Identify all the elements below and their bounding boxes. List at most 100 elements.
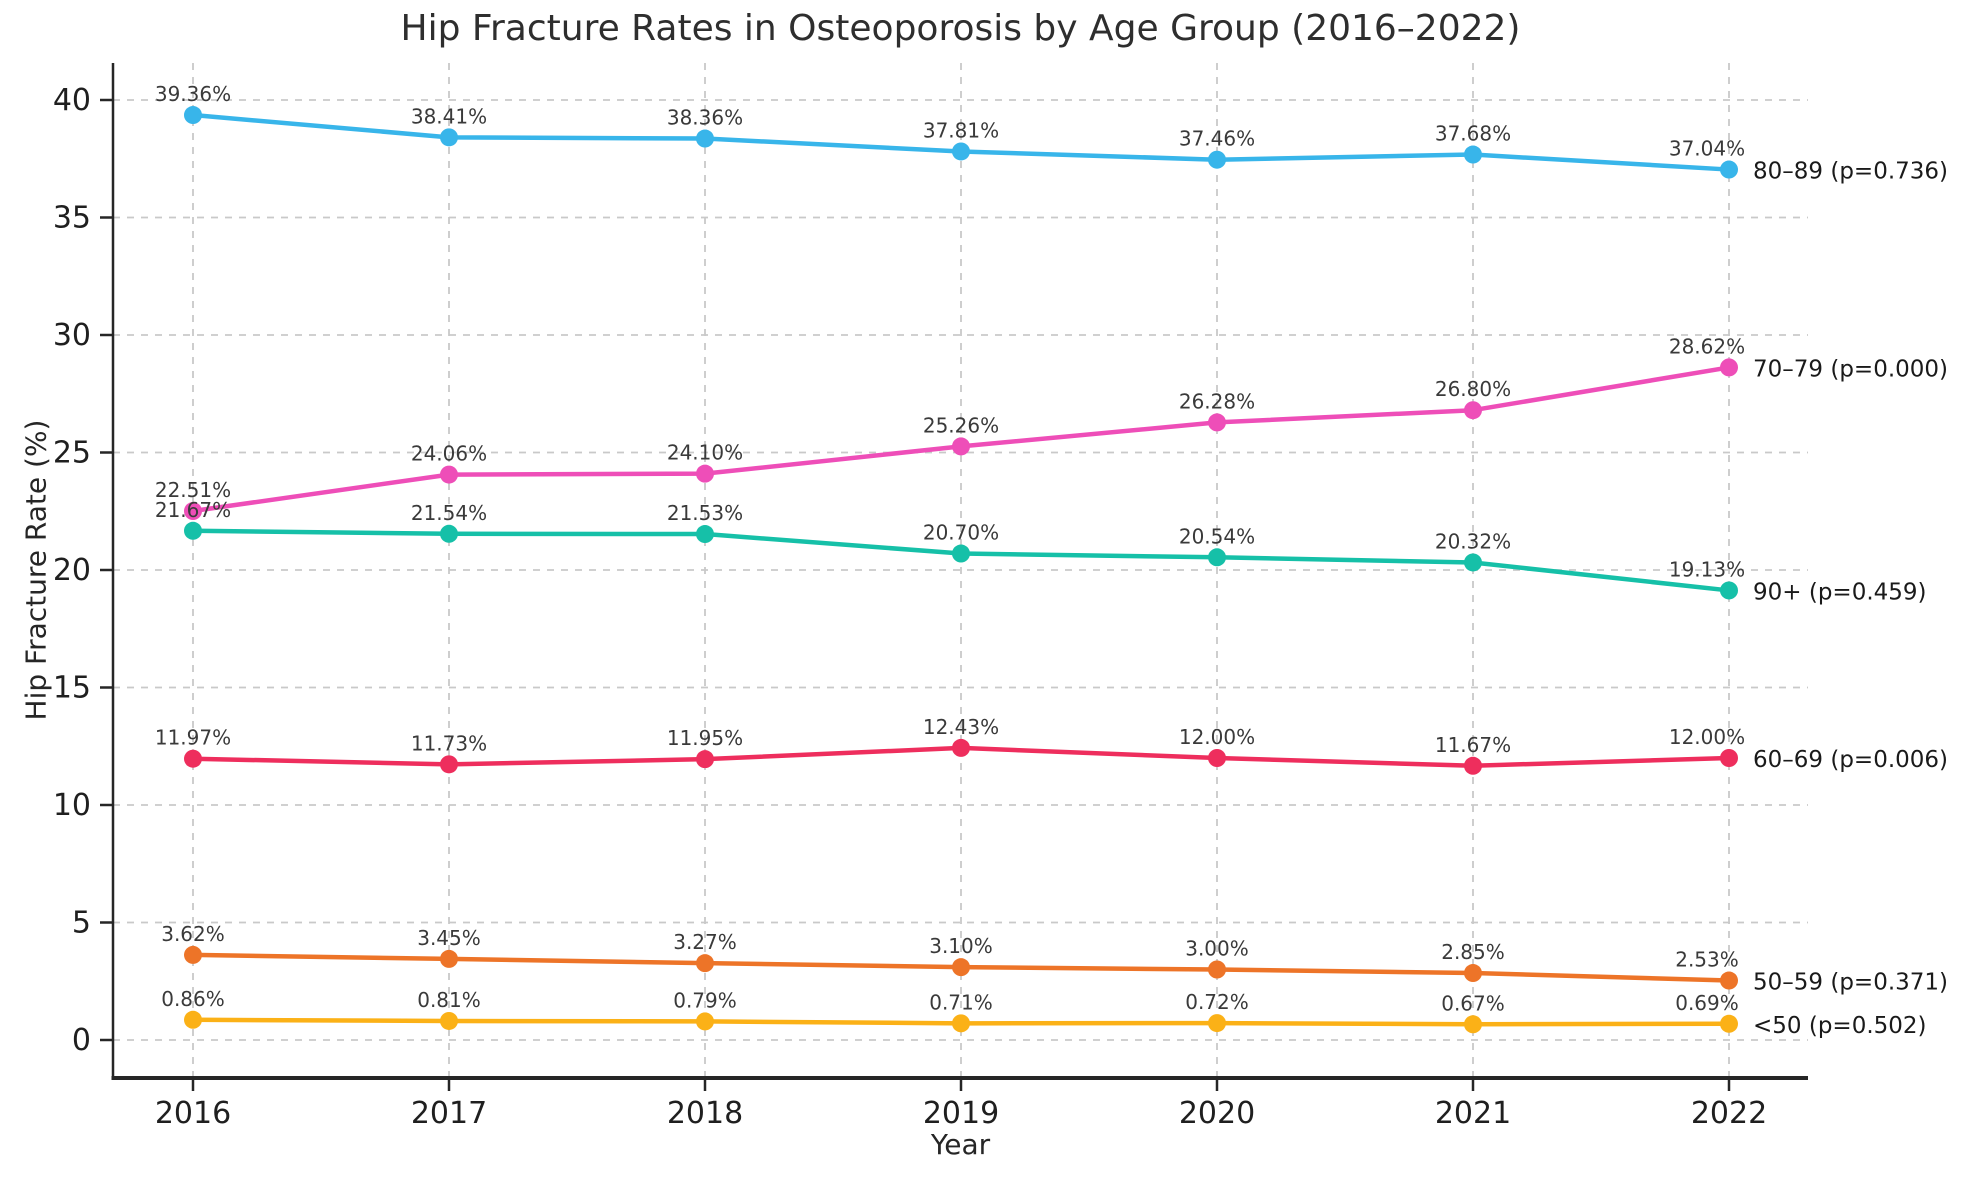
point-label: 26.80% xyxy=(1435,377,1511,401)
point-label: 3.62% xyxy=(161,922,225,946)
data-point xyxy=(1464,756,1482,775)
data-point xyxy=(1208,960,1226,979)
point-label: 25.26% xyxy=(923,413,999,437)
point-label: 19.13% xyxy=(1669,557,1745,581)
y-tick-label: 0 xyxy=(72,1023,91,1058)
y-tick-label: 20 xyxy=(53,553,91,588)
chart-title: Hip Fracture Rates in Osteoporosis by Ag… xyxy=(400,8,1521,49)
data-point xyxy=(1464,553,1482,572)
series-end-label: 50–59 (p=0.371) xyxy=(1753,970,1948,996)
point-label: 11.67% xyxy=(1435,733,1511,757)
point-label: 0.81% xyxy=(417,988,481,1012)
point-label: 37.81% xyxy=(923,118,999,142)
point-label: 12.00% xyxy=(1179,725,1255,749)
point-label: 11.95% xyxy=(667,726,743,750)
point-label: 37.46% xyxy=(1179,127,1255,151)
point-label: 24.10% xyxy=(667,441,743,465)
data-point xyxy=(440,465,458,484)
data-point xyxy=(696,750,714,769)
x-tick-label: 2019 xyxy=(923,1096,999,1131)
data-point xyxy=(184,1010,202,1029)
x-tick-label: 2016 xyxy=(155,1096,231,1131)
data-point xyxy=(440,949,458,968)
data-point xyxy=(1720,160,1738,179)
data-point xyxy=(1720,749,1738,767)
point-label: 37.04% xyxy=(1669,137,1745,161)
point-label: 38.36% xyxy=(667,106,743,130)
data-point xyxy=(696,525,714,544)
data-point xyxy=(1208,413,1226,432)
point-label: 3.10% xyxy=(929,934,993,958)
axes xyxy=(100,63,1808,1091)
point-label: 20.32% xyxy=(1435,529,1511,553)
data-point xyxy=(1464,1015,1482,1034)
data-point xyxy=(952,958,970,977)
point-label: 12.00% xyxy=(1669,725,1745,749)
data-point xyxy=(952,1014,970,1033)
point-label: 0.67% xyxy=(1441,991,1505,1015)
series-70–79: 22.51% 24.06% 24.10% 25.26% 26.28% 26.80% 28.6… xyxy=(155,334,1948,521)
data-point xyxy=(184,749,202,768)
data-point xyxy=(184,106,202,125)
x-tick-label: 2017 xyxy=(411,1096,487,1131)
series-80–89: 39.36% 38.41% 38.36% 37.81% 37.46% 37.68% 37.0… xyxy=(155,82,1948,185)
y-tick-label: 40 xyxy=(53,83,91,118)
data-point xyxy=(1208,1014,1226,1033)
point-label: 20.70% xyxy=(923,521,999,545)
data-point xyxy=(952,437,970,456)
point-label: 2.85% xyxy=(1441,940,1505,964)
point-label: 21.67% xyxy=(155,498,231,522)
data-point xyxy=(184,502,202,521)
data-point xyxy=(1720,581,1738,600)
point-label: 3.00% xyxy=(1185,937,1249,961)
gridlines xyxy=(113,63,1808,1078)
point-label: 37.68% xyxy=(1435,122,1511,146)
data-point xyxy=(440,755,458,774)
series-60–69: 11.97% 11.73% 11.95% 12.43% 12.00% 11.67% 12.0… xyxy=(155,715,1948,775)
data-point xyxy=(696,129,714,148)
data-point xyxy=(1208,150,1226,169)
point-label: 11.73% xyxy=(411,731,487,755)
data-point xyxy=(1720,358,1738,377)
x-tick-label: 2022 xyxy=(1691,1096,1767,1131)
data-point xyxy=(1464,964,1482,983)
series-end-label: 70–79 (p=0.000) xyxy=(1753,356,1948,382)
point-label: 0.71% xyxy=(929,990,993,1014)
data-point xyxy=(696,1012,714,1031)
data-point xyxy=(184,521,202,540)
x-tick-label: 2020 xyxy=(1179,1096,1255,1131)
data-point xyxy=(440,128,458,147)
series-end-label: 90+ (p=0.459) xyxy=(1753,579,1927,605)
y-tick-label: 15 xyxy=(53,671,91,706)
point-label: 3.27% xyxy=(673,930,737,954)
series-end-label: <50 (p=0.502) xyxy=(1753,1013,1927,1039)
point-label: 39.36% xyxy=(155,82,231,106)
point-label: 0.86% xyxy=(161,987,225,1011)
tick-labels: 0 5 10 15 20 25 30 35 40 2016 2017 2018 2019 2020 2021… xyxy=(53,83,1767,1131)
data-point xyxy=(696,954,714,973)
data-point xyxy=(1464,145,1482,164)
data-point xyxy=(952,544,970,563)
point-label: 3.45% xyxy=(417,926,481,950)
point-label: 21.54% xyxy=(411,501,487,525)
data-point xyxy=(440,524,458,543)
point-label: 11.97% xyxy=(155,726,231,750)
y-tick-label: 10 xyxy=(53,788,91,823)
point-label: 21.53% xyxy=(667,501,743,525)
series-90+: 21.67% 21.54% 21.53% 20.70% 20.54% 20.32% 19.1… xyxy=(155,498,1927,606)
x-axis-title: Year xyxy=(930,1128,991,1161)
y-tick-label: 35 xyxy=(53,201,91,236)
point-label: 26.28% xyxy=(1179,389,1255,413)
series-<50: 0.86% 0.81% 0.79% 0.71% 0.72% 0.67% 0.69% <50 (… xyxy=(161,987,1926,1039)
point-label: 20.54% xyxy=(1179,524,1255,548)
data-point xyxy=(440,1011,458,1030)
point-label: 28.62% xyxy=(1669,334,1745,358)
point-label: 0.79% xyxy=(673,988,737,1012)
data-point xyxy=(952,738,970,757)
y-tick-label: 5 xyxy=(72,906,91,941)
point-label: 2.53% xyxy=(1675,948,1739,972)
x-tick-label: 2021 xyxy=(1435,1096,1511,1131)
point-label: 0.69% xyxy=(1675,991,1739,1015)
